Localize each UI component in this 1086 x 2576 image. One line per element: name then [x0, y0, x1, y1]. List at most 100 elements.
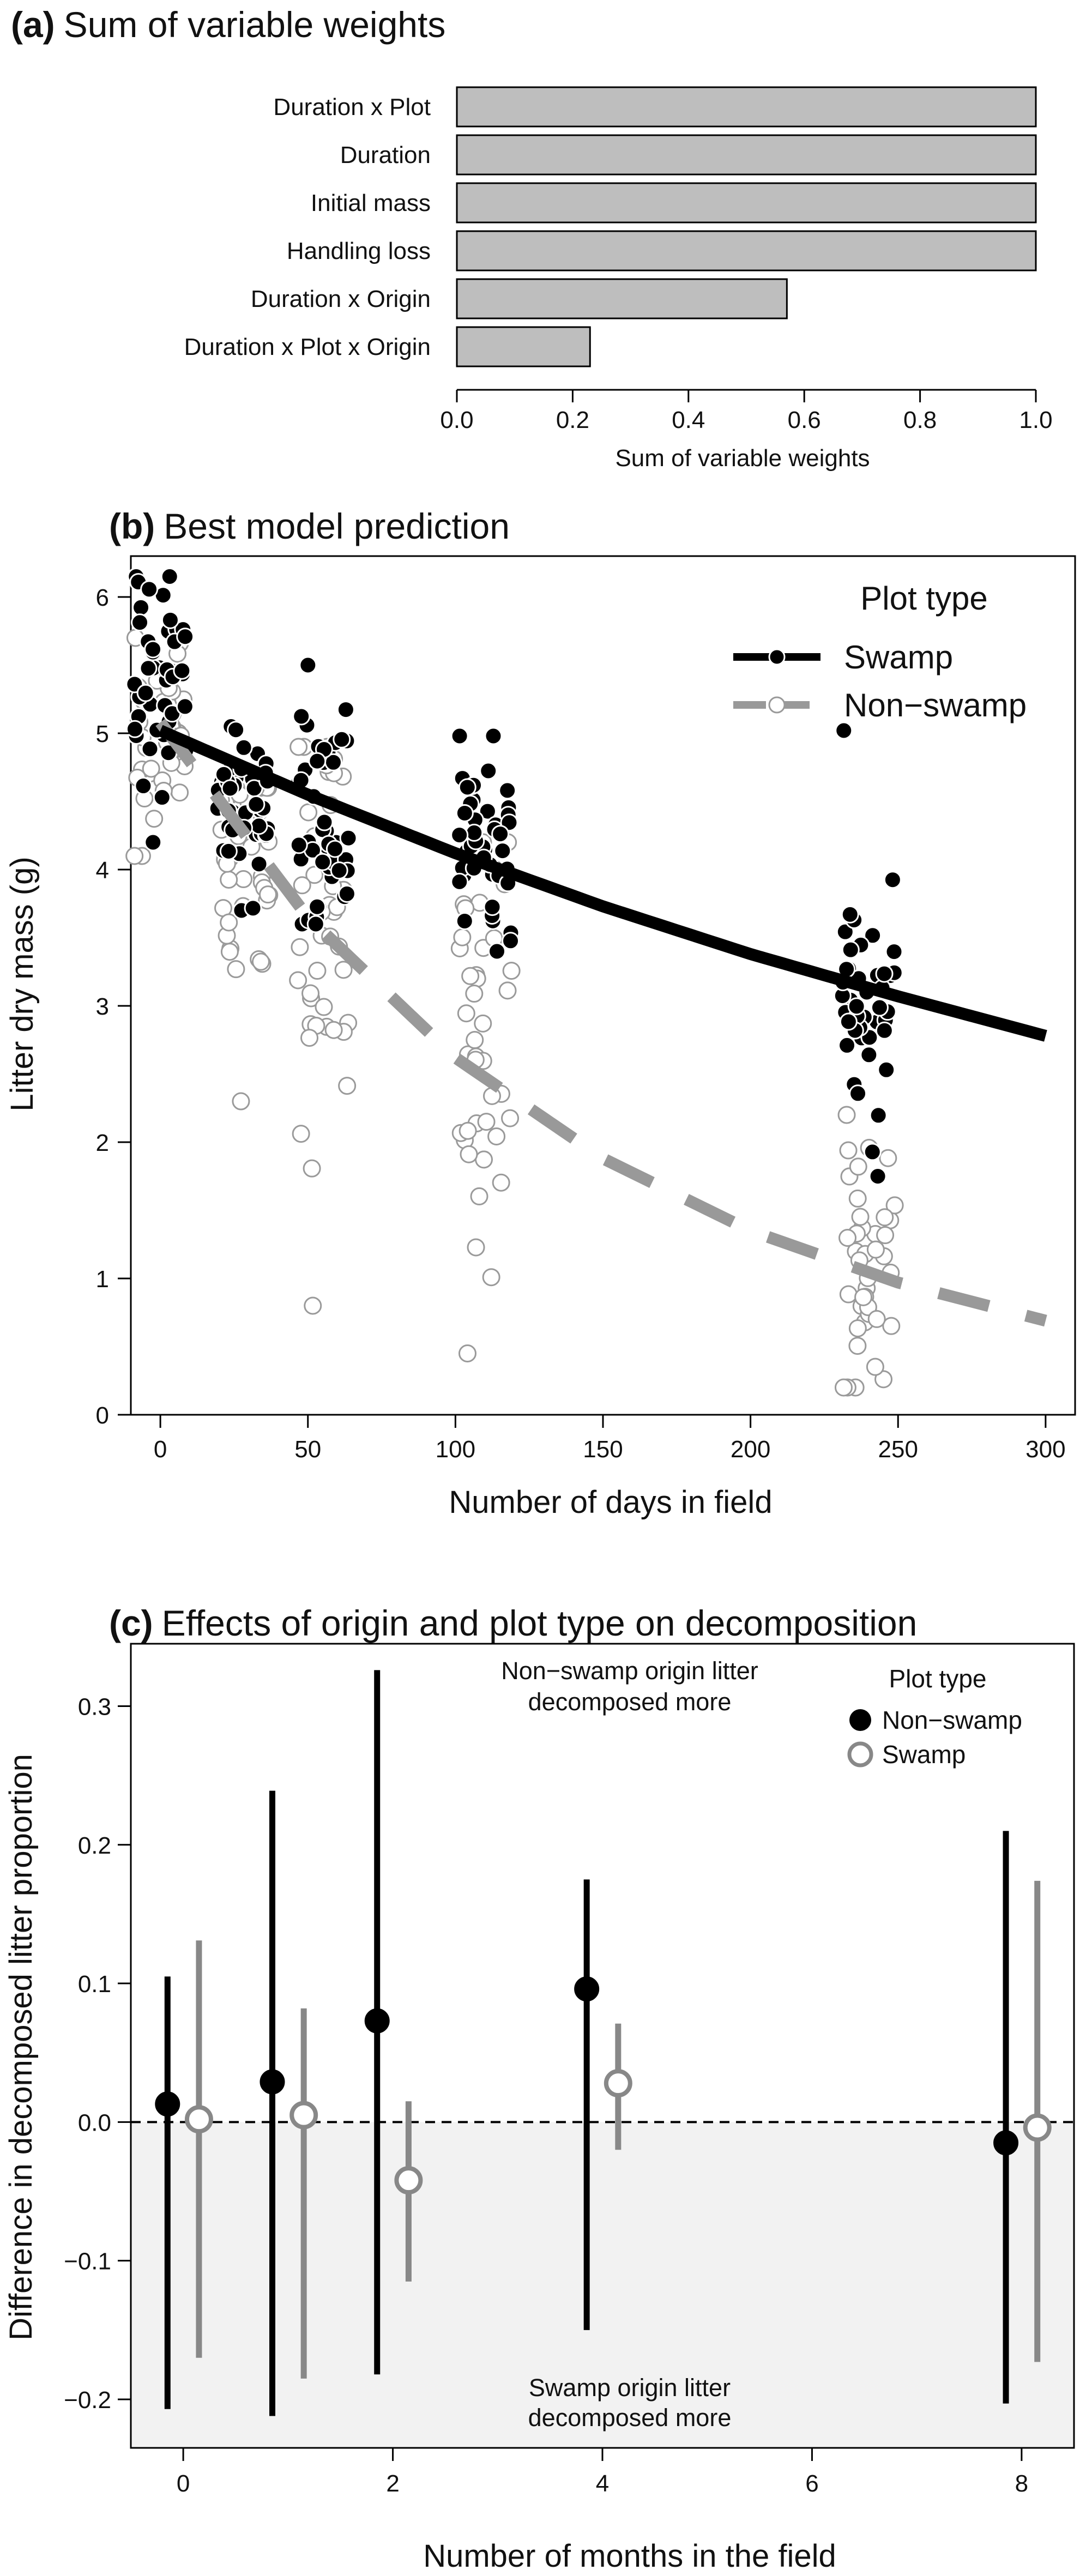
estimate-point	[155, 2091, 180, 2117]
data-point	[492, 1173, 510, 1192]
data-point	[849, 1084, 867, 1103]
x-tick-label: 250	[878, 1436, 918, 1463]
data-point	[465, 985, 484, 1003]
category-label: Initial mass	[311, 190, 431, 216]
data-point	[479, 762, 498, 780]
data-point	[885, 1196, 904, 1215]
x-tick-label: 100	[436, 1436, 475, 1463]
x-tick-label: 2	[386, 2470, 399, 2497]
data-point	[234, 738, 253, 757]
panel-c-legend-non-swamp-label: Non−swamp	[882, 1706, 1022, 1734]
svg-text:(a)Sum of variable weights: (a) Sum of variable weights	[11, 4, 445, 45]
panel-c-legend-swamp-marker	[847, 1741, 873, 1767]
data-point	[879, 1149, 897, 1167]
data-point	[289, 738, 308, 756]
data-point	[293, 876, 311, 895]
data-point	[474, 1014, 492, 1033]
panel-c-legend-title: Plot type	[889, 1664, 987, 1693]
panel-a-bars	[456, 86, 1037, 367]
category-label: Duration x Plot x Origin	[184, 334, 431, 360]
data-point	[251, 952, 270, 971]
data-point	[482, 1268, 500, 1287]
data-point	[453, 928, 472, 946]
panel-b-legend-swamp-label: Swamp	[844, 639, 953, 675]
estimate-point	[364, 2008, 390, 2034]
data-point	[851, 1208, 870, 1226]
data-point	[299, 656, 317, 674]
category-label: Duration x Plot	[273, 94, 431, 120]
panel-c-x-ticks: 0 2 4 6 8	[177, 2448, 1028, 2497]
data-point	[876, 1208, 894, 1227]
y-tick-label: 6	[96, 584, 109, 611]
x-tick-label: 4	[596, 2470, 609, 2497]
panel-b-legend-non-swamp-marker	[768, 696, 786, 714]
data-point	[144, 640, 162, 659]
data-point	[458, 1121, 477, 1140]
data-point	[470, 1187, 488, 1205]
svg-text:(b)Best model prediction: (b) Best model prediction	[109, 506, 510, 546]
data-point	[839, 1141, 858, 1160]
panel-a: (a) Sum of variable weights Duration x Pl…	[11, 4, 1053, 472]
data-point	[870, 998, 889, 1017]
data-point	[336, 701, 355, 719]
data-point	[875, 1021, 894, 1040]
y-tick-label: 0	[96, 1402, 109, 1429]
data-point	[250, 855, 268, 873]
data-point	[140, 580, 159, 599]
panel-c-title: Effects of origin and plot type on decom…	[162, 1603, 918, 1643]
data-point	[498, 981, 517, 1000]
category-label: Duration x Origin	[251, 286, 431, 312]
data-point	[848, 1189, 867, 1208]
category-label: Duration	[340, 142, 431, 168]
panel-a-title: Sum of variable weights	[64, 4, 446, 45]
data-point	[498, 781, 517, 800]
data-point	[866, 1240, 885, 1259]
data-point	[483, 898, 502, 916]
data-point	[465, 823, 484, 842]
data-point	[337, 884, 356, 903]
panel-b-title: Best model prediction	[164, 506, 510, 546]
data-point	[466, 1031, 484, 1049]
data-point	[854, 1288, 873, 1306]
y-tick-label: 2	[96, 1130, 109, 1156]
data-point	[303, 1159, 321, 1178]
data-point	[315, 813, 334, 831]
estimate-point	[260, 2069, 285, 2095]
data-point	[839, 1012, 858, 1031]
estimate-point	[289, 2101, 318, 2129]
data-point	[291, 938, 309, 956]
data-point	[315, 998, 333, 1016]
panel-a-category-labels: Duration x Plot Duration Initial mass Handl…	[184, 94, 431, 360]
data-point	[869, 1106, 888, 1125]
panel-b-fit-non-swamp	[155, 719, 1047, 1327]
data-point	[125, 720, 144, 738]
bar	[456, 86, 1037, 128]
data-point	[324, 1021, 343, 1039]
x-tick-label: 150	[583, 1436, 623, 1463]
data-point	[145, 810, 164, 828]
panel-c-annotation-top-2: decomposed more	[528, 1688, 732, 1716]
data-point	[477, 1113, 496, 1131]
data-point	[484, 727, 503, 745]
estimate-point	[574, 1976, 600, 2002]
panel-c-legend-non-swamp-marker	[849, 1709, 871, 1731]
panel-c-annotation-bottom-2: decomposed more	[528, 2404, 732, 2432]
estimate-point	[1023, 2113, 1052, 2142]
panel-b-letter: (b)	[109, 506, 155, 546]
data-point	[304, 1296, 322, 1315]
panel-c-y-label: Difference in decomposed litter proporti…	[3, 1754, 39, 2340]
data-point	[837, 1106, 856, 1124]
data-point	[300, 1029, 319, 1047]
panel-b-legend-swamp-marker	[768, 648, 786, 666]
x-tick-label: 0.6	[788, 407, 821, 433]
x-tick-label: 0.2	[556, 407, 589, 433]
panel-c-negative-region	[131, 2122, 1074, 2448]
data-point	[493, 842, 512, 860]
data-point	[173, 661, 191, 680]
x-tick-label: 200	[731, 1436, 770, 1463]
data-point	[836, 922, 854, 941]
data-point	[247, 795, 266, 813]
data-point	[325, 840, 344, 858]
panel-c-letter: (c)	[109, 1603, 153, 1643]
data-point	[450, 826, 469, 844]
